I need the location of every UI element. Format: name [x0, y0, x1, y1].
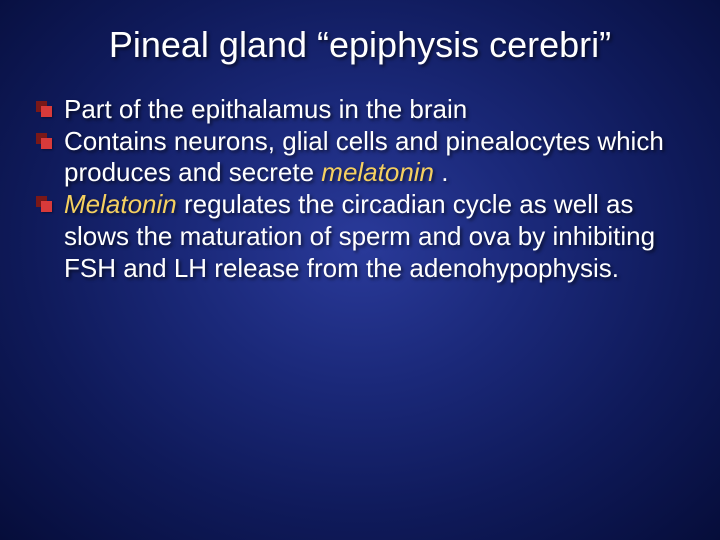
bullet-item: Part of the epithalamus in the brain	[36, 94, 684, 126]
slide-content: Part of the epithalamus in the brain Con…	[36, 94, 684, 284]
slide-title: Pineal gland “epiphysis cerebri”	[36, 24, 684, 66]
bullet-icon	[36, 133, 52, 149]
text-span: .	[434, 157, 448, 187]
text-span-highlight: Melatonin	[64, 189, 184, 219]
bullet-text: Part of the epithalamus in the brain	[64, 94, 467, 124]
bullet-icon	[36, 196, 52, 212]
bullet-text: Contains neurons, glial cells and pineal…	[64, 126, 664, 188]
text-span-highlight: melatonin	[321, 157, 434, 187]
bullet-icon	[36, 101, 52, 117]
bullet-text: Melatonin regulates the circadian cycle …	[64, 189, 655, 282]
text-span: Part of the epithalamus in the brain	[64, 94, 467, 124]
bullet-item: Contains neurons, glial cells and pineal…	[36, 126, 684, 189]
bullet-item: Melatonin regulates the circadian cycle …	[36, 189, 684, 284]
